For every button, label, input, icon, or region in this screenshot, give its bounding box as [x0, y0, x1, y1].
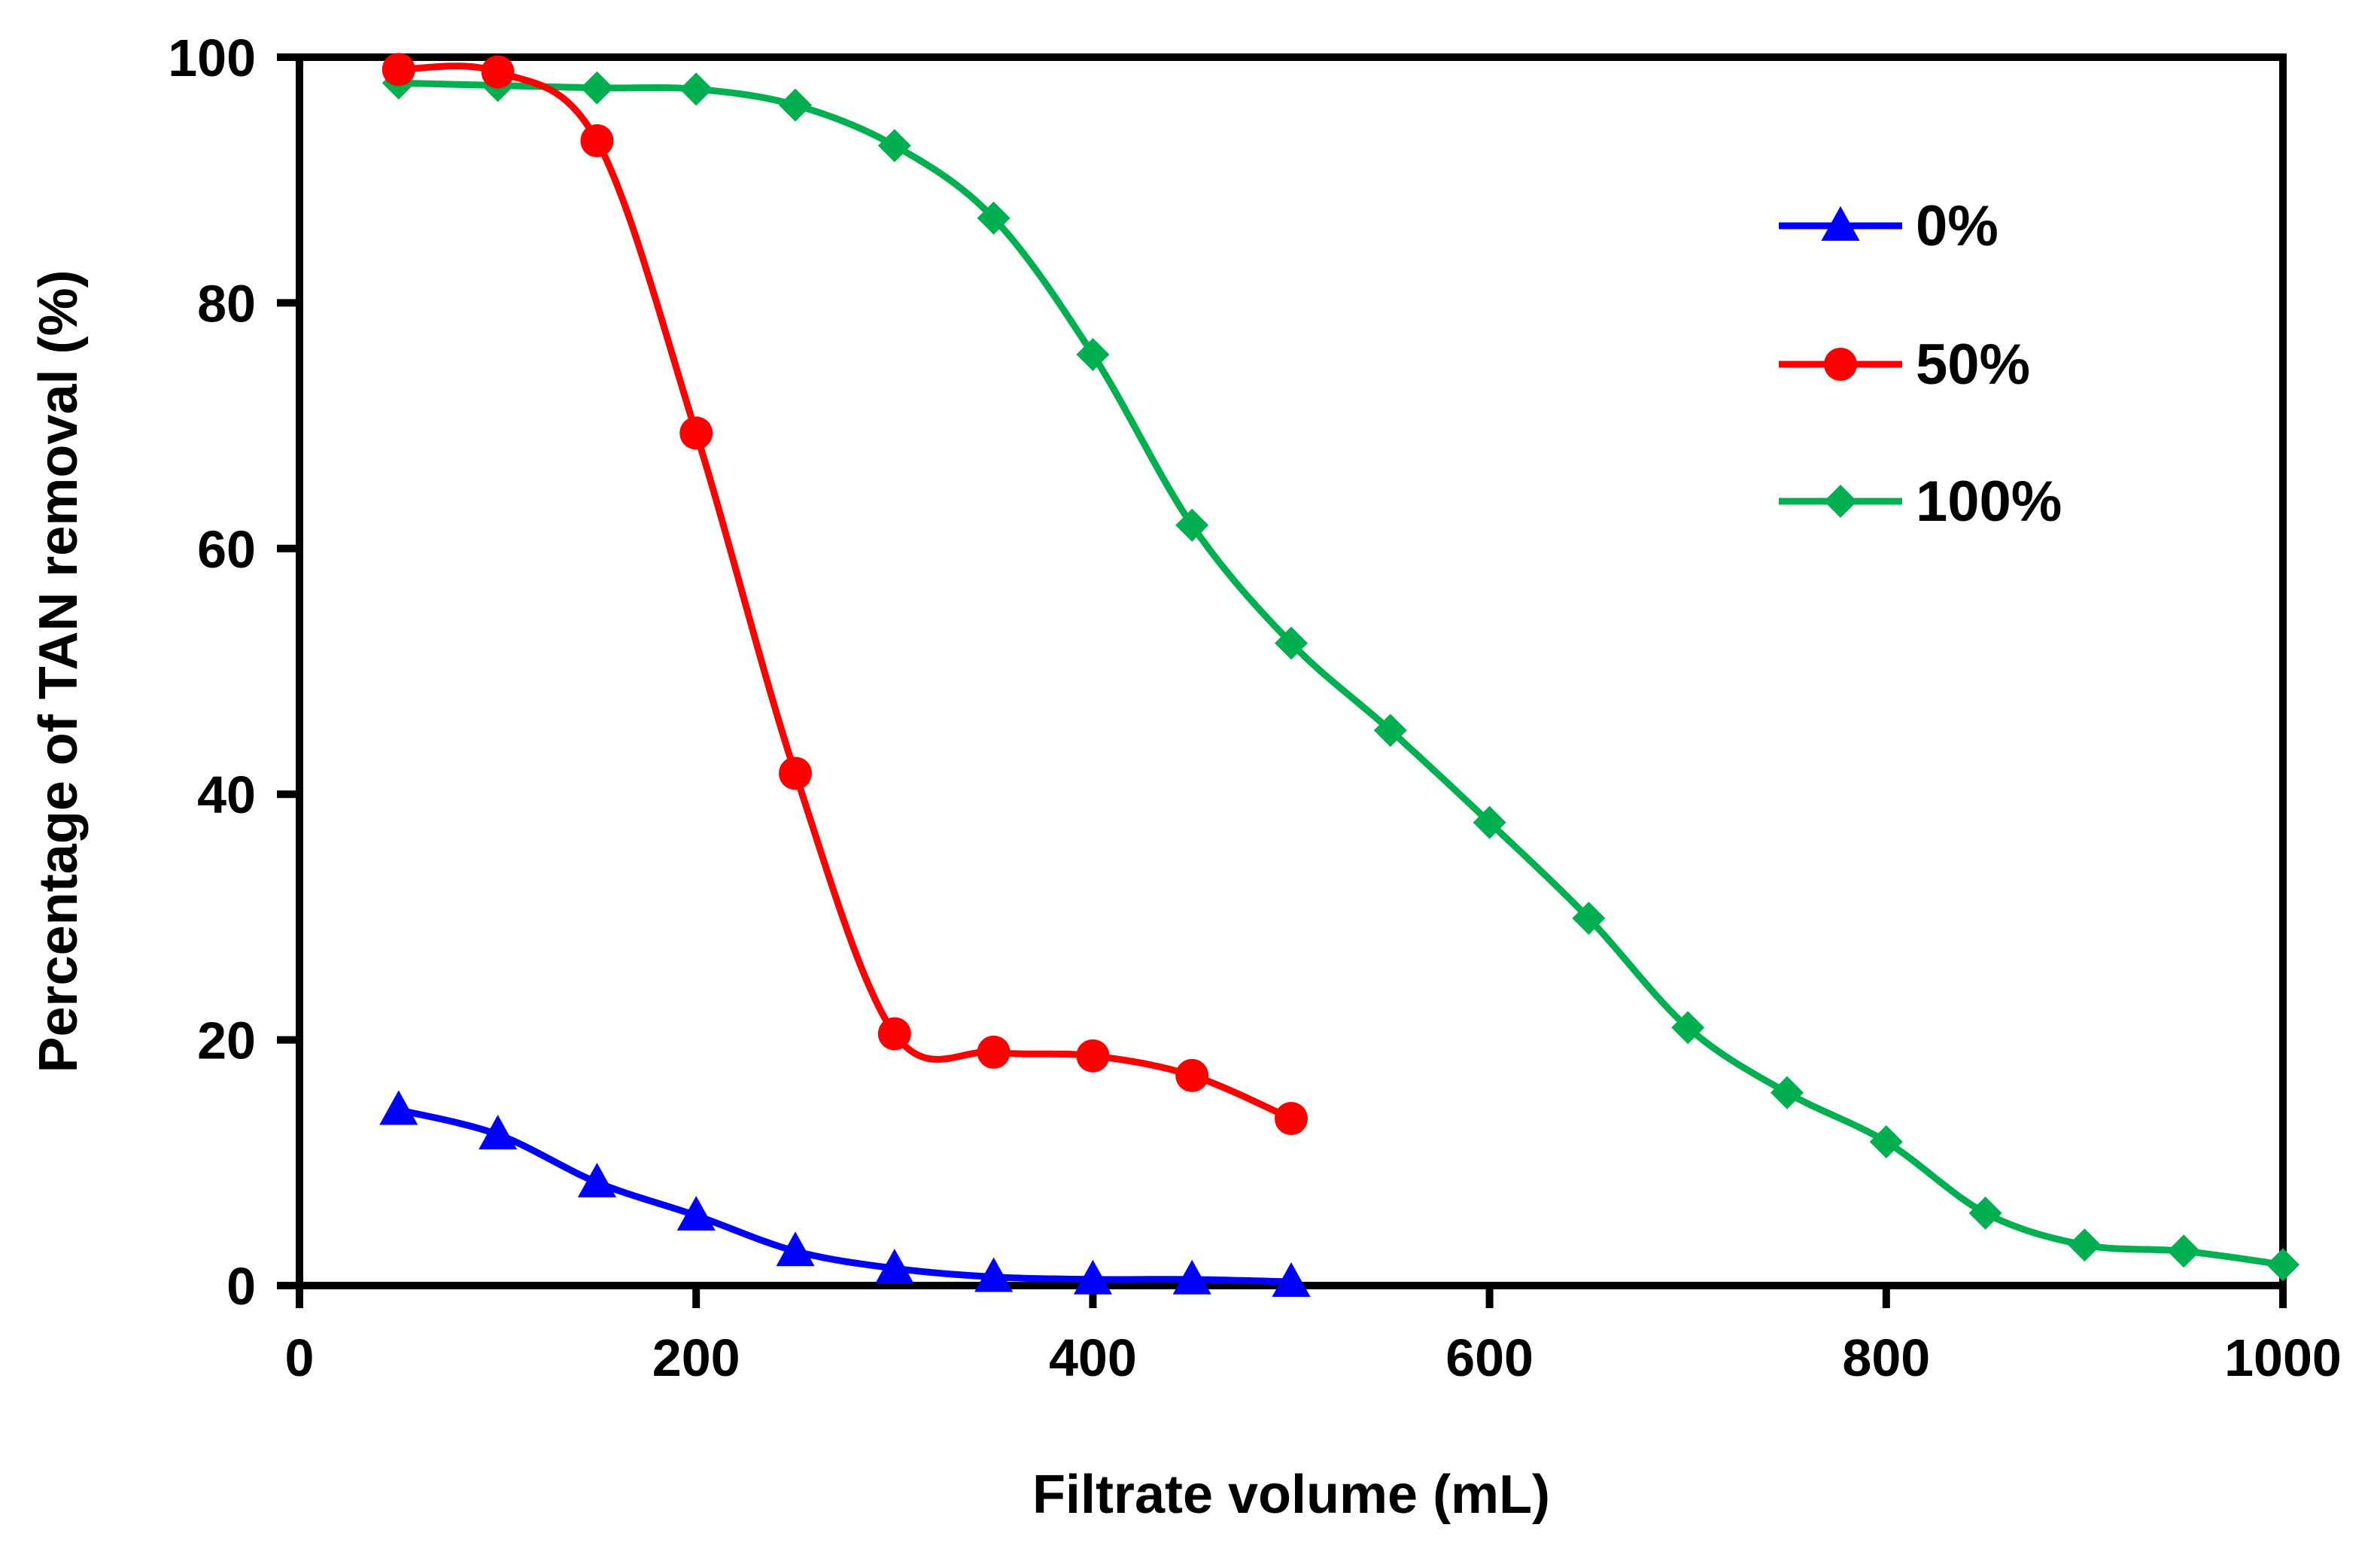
series-layer [379, 53, 2299, 1298]
x-tick-label: 0 [285, 1328, 315, 1387]
series-0pct-point [875, 1249, 914, 1284]
legend-marker [1821, 205, 1860, 241]
series-100pct-point [1572, 902, 1606, 936]
series-100pct-point [1175, 508, 1209, 542]
x-tick-label: 800 [1842, 1328, 1930, 1387]
series-50pct [381, 53, 1308, 1136]
legend-entry: 100% [1779, 470, 2062, 534]
series-50pct-point [779, 756, 812, 790]
y-tick-label: 0 [226, 1257, 256, 1316]
series-0pct-point [379, 1090, 418, 1125]
axis-ticks: 0 200 400 600 800 1000 0 20 40 60 80 100 [168, 29, 2342, 1387]
series-100pct-point [2266, 1248, 2299, 1282]
series-50pct-point [877, 1017, 911, 1051]
series-0pct-point [1172, 1259, 1211, 1295]
series-50pct-point [381, 53, 415, 87]
series-100pct-point [1671, 1011, 1705, 1045]
y-axis-title: Percentage of TAN removal (%) [29, 270, 89, 1073]
series-50pct-point [580, 123, 614, 157]
x-tick-label: 200 [652, 1328, 740, 1387]
legend: 0% 50% 100% [1779, 194, 2062, 534]
series-50pct-point [1076, 1039, 1110, 1073]
series-100pct-line [398, 79, 2284, 1268]
x-tick-label: 400 [1049, 1328, 1137, 1387]
y-tick-label: 100 [168, 29, 256, 87]
x-tick-label: 1000 [2224, 1328, 2342, 1387]
series-100pct-point [679, 72, 713, 106]
legend-label: 100% [1916, 470, 2062, 534]
series-50pct-point [679, 416, 713, 450]
y-tick-label: 40 [197, 765, 256, 824]
series-100pct-point [779, 88, 812, 122]
series-0pct-line [397, 1106, 1292, 1286]
series-100pct-point [1373, 714, 1407, 747]
y-tick-label: 80 [197, 274, 256, 333]
legend-marker [1824, 485, 1857, 518]
series-50pct-point [1275, 1102, 1308, 1136]
series-100pct-point [1473, 805, 1506, 839]
legend-label: 50% [1916, 333, 2030, 397]
legend-marker [1824, 348, 1857, 381]
series-100pct-point [1275, 626, 1308, 660]
series-0pct-point [577, 1162, 616, 1197]
x-tick-label: 600 [1445, 1328, 1533, 1387]
x-axis-title: Filtrate volume (mL) [1032, 1465, 1550, 1525]
series-100pct-point [1076, 337, 1110, 371]
series-0pct [379, 1090, 1311, 1298]
y-tick-label: 20 [197, 1012, 256, 1070]
series-100pct-point [1771, 1076, 1804, 1109]
legend-entry: 50% [1779, 333, 2030, 397]
series-100pct-point [877, 129, 911, 163]
series-0pct-point [1073, 1259, 1112, 1295]
series-100pct-point [1968, 1196, 2002, 1230]
series-100pct-point [2167, 1234, 2201, 1268]
legend-entry: 0% [1779, 194, 1999, 258]
series-100pct-point [1869, 1125, 1903, 1159]
series-100pct-point [2068, 1228, 2102, 1262]
series-50pct-point [977, 1035, 1011, 1069]
series-100pct [381, 66, 2299, 1282]
series-50pct-point [481, 55, 515, 89]
series-100pct-point [580, 71, 614, 105]
series-0pct-point [974, 1257, 1014, 1292]
series-0pct-point [1272, 1262, 1311, 1298]
series-0pct-point [479, 1115, 518, 1150]
y-tick-label: 60 [197, 520, 256, 579]
series-0pct-point [776, 1231, 815, 1267]
series-0pct-point [676, 1195, 716, 1231]
series-50pct-line [398, 62, 1293, 1122]
series-50pct-point [1175, 1058, 1209, 1092]
series-100pct-point [977, 201, 1011, 235]
legend-label: 0% [1916, 194, 1999, 258]
